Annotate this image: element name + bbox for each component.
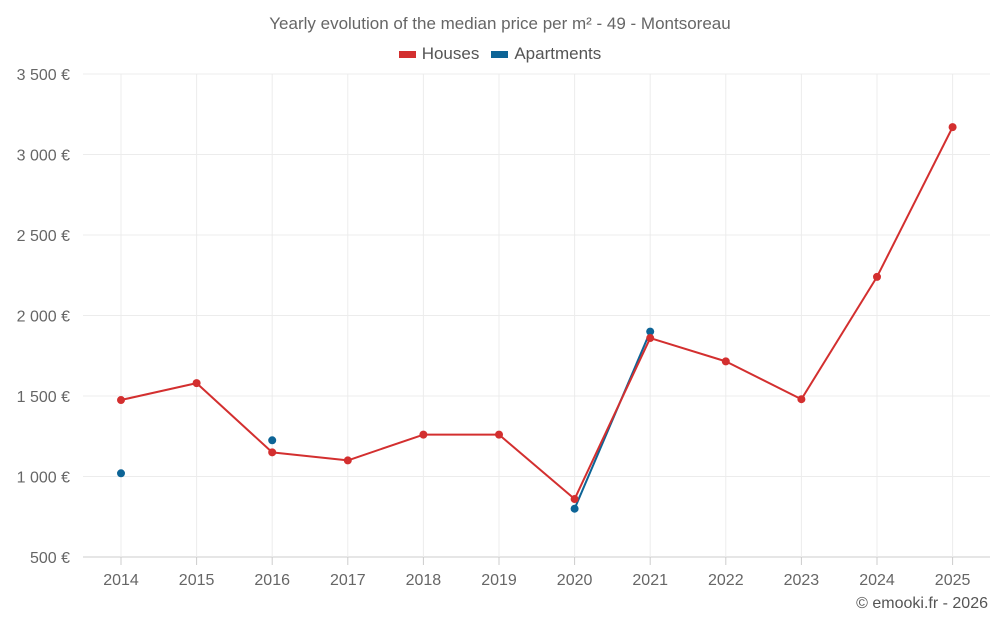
legend-swatch-houses [398, 50, 416, 58]
x-tick-label: 2023 [784, 572, 820, 589]
y-tick-label: 1 500 € [17, 389, 70, 406]
x-tick-label: 2017 [330, 572, 366, 589]
x-tick-label: 2020 [557, 572, 593, 589]
series-houses [117, 123, 957, 504]
x-tick-label: 2018 [406, 572, 442, 589]
series-apartments [117, 327, 655, 513]
houses-line-segment [195, 382, 273, 454]
houses-line-segment [800, 276, 878, 400]
x-tick-label: 2015 [179, 572, 215, 589]
houses-point [873, 272, 881, 281]
apartments-point [117, 469, 125, 478]
houses-point [419, 430, 428, 439]
houses-point [721, 357, 730, 366]
x-tick-label: 2025 [935, 572, 971, 589]
houses-point [117, 396, 125, 405]
houses-line-segment [573, 337, 652, 500]
legend-label-apartments: Apartments [514, 44, 602, 63]
x-tick-label: 2014 [103, 572, 139, 589]
chart-legend: Houses Apartments [0, 44, 1000, 64]
houses-line-segment [120, 382, 197, 402]
chart-title: Yearly evolution of the median price per… [269, 14, 731, 33]
houses-point [570, 495, 579, 504]
houses-line-segment [649, 337, 727, 363]
houses-point [797, 395, 806, 404]
houses-line-segment [498, 433, 576, 500]
x-tick-label: 2019 [481, 572, 517, 589]
houses-point [948, 123, 957, 132]
apartments-point [570, 504, 579, 513]
apartments-point [646, 327, 655, 336]
houses-point [192, 379, 201, 388]
legend-item-houses[interactable]: Houses [398, 44, 480, 64]
x-tick-label: 2022 [708, 572, 744, 589]
houses-point [343, 456, 352, 465]
houses-line-segment [876, 126, 954, 278]
x-tick-label: 2016 [254, 572, 290, 589]
houses-point [646, 334, 655, 343]
credit-text: © emooki.fr - 2026 [856, 595, 988, 612]
legend-label-houses: Houses [421, 44, 480, 63]
houses-line-segment [347, 433, 424, 462]
y-tick-label: 2 500 € [17, 228, 70, 245]
houses-line-segment [725, 360, 802, 401]
apartments-point [268, 436, 277, 445]
x-tick-label: 2024 [859, 572, 895, 589]
x-tick-label: 2021 [632, 572, 668, 589]
y-tick-label: 3 000 € [17, 148, 70, 165]
y-tick-label: 3 500 € [17, 67, 70, 84]
y-tick-label: 2 000 € [17, 309, 70, 326]
houses-point [268, 448, 277, 457]
legend-item-apartments[interactable]: Apartments [491, 44, 601, 64]
y-tick-label: 500 € [30, 550, 70, 567]
y-tick-label: 1 000 € [17, 470, 70, 487]
houses-point [495, 430, 503, 439]
houses-line-segment [272, 451, 348, 462]
legend-swatch-apartments [491, 50, 509, 58]
